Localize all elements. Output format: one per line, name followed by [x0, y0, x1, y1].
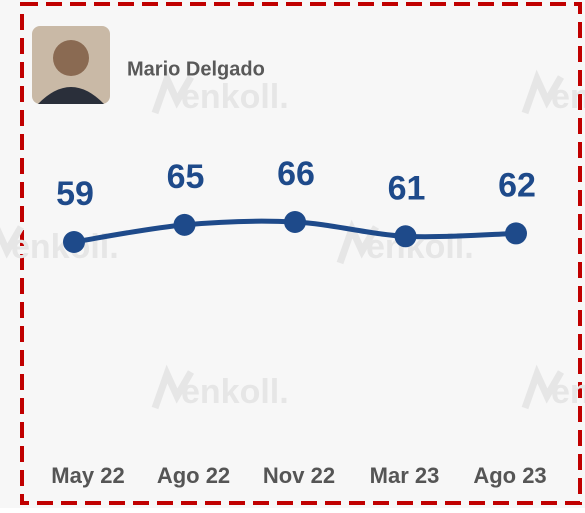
watermark: enkoll.: [181, 373, 289, 411]
watermark-logo: [521, 364, 565, 410]
watermark-logo: [151, 69, 195, 115]
x-tick-label: May 22: [51, 463, 124, 488]
person-name: Mario Delgado: [127, 58, 265, 80]
data-label: 62: [498, 166, 536, 204]
data-label: 61: [388, 169, 426, 207]
dashed-border: [20, 2, 582, 505]
point: [63, 231, 85, 253]
watermark-logo: [151, 364, 195, 410]
avatar-face: [53, 40, 89, 76]
x-tick-label: Ago 22: [157, 463, 230, 488]
data-label: 66: [277, 155, 315, 193]
x-tick-label: Mar 23: [370, 463, 440, 488]
watermark: enkoll.: [181, 78, 289, 116]
watermarks: enkoll.enkoll.enkoll.enkoll.enkoll.enkol…: [0, 69, 585, 411]
point: [173, 213, 196, 236]
point: [284, 211, 306, 233]
avatar-body: [38, 87, 104, 104]
data-label: 59: [56, 175, 94, 213]
watermark: enkoll.: [551, 78, 585, 116]
watermark-logo: [0, 225, 25, 259]
x-tick-label: Ago 23: [473, 463, 546, 488]
point: [505, 222, 527, 245]
data-label: 65: [167, 158, 205, 196]
point: [394, 225, 417, 248]
watermark: enkoll.: [551, 373, 585, 411]
watermark-logo: [521, 69, 565, 115]
watermark-logo: [336, 219, 380, 265]
x-tick-label: Nov 22: [263, 463, 335, 488]
